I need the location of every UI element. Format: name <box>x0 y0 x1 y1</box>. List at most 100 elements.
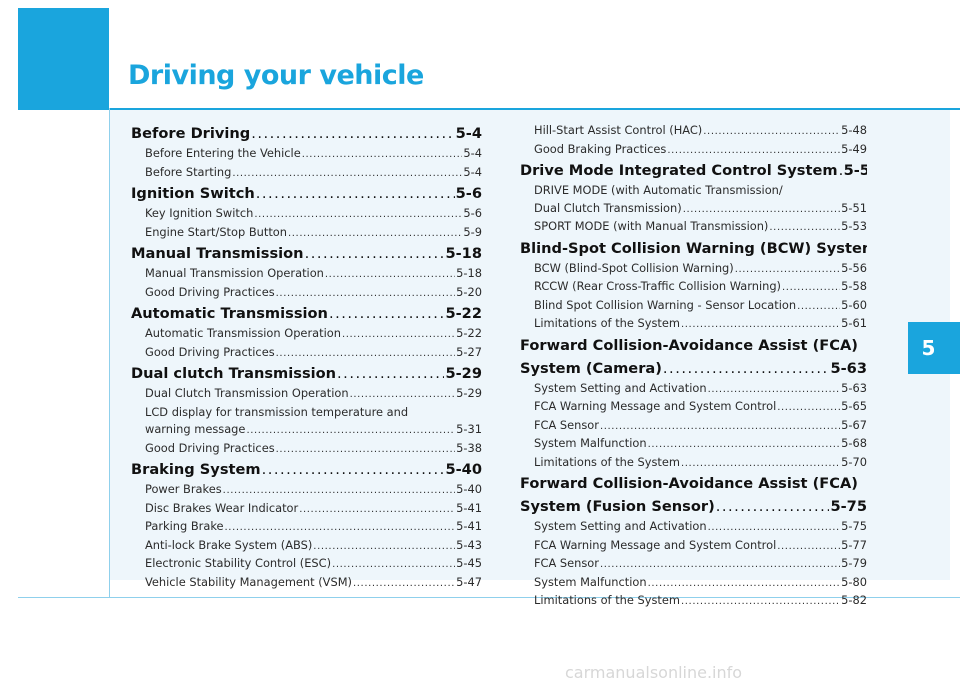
dot-leader <box>716 495 830 518</box>
dot-leader <box>782 279 840 297</box>
toc-entry[interactable]: FCA Warning Message and System Control 5-… <box>520 537 867 556</box>
toc-entry[interactable]: Hill-Start Assist Control (HAC) 5-48 <box>520 122 867 141</box>
toc-entry[interactable]: Good Driving Practices 5-20 <box>131 284 482 303</box>
toc-entry-title: Manual Transmission <box>131 245 304 262</box>
dot-leader <box>276 285 456 303</box>
toc-entry-title: Braking System <box>131 461 261 478</box>
toc-entry[interactable]: Power Brakes 5-40 <box>131 481 482 500</box>
toc-page-number: 5-41 <box>456 519 482 533</box>
toc-entry[interactable]: Vehicle Stability Management (VSM) 5-47 <box>131 574 482 593</box>
toc-page-number: 5-58 <box>841 279 867 293</box>
toc-entry[interactable]: Good Braking Practices 5-49 <box>520 141 867 160</box>
toc-heading[interactable]: Blind-Spot Collision Warning (BCW) Syste… <box>520 237 867 260</box>
margin-rule <box>109 108 110 598</box>
toc-entry[interactable]: SPORT MODE (with Manual Transmission) 5-5… <box>520 218 867 237</box>
toc-entry[interactable]: Manual Transmission Operation 5-18 <box>131 265 482 284</box>
toc-entry[interactable]: System Setting and Activation 5-63 <box>520 380 867 399</box>
toc-entry[interactable]: Electronic Stability Control (ESC) 5-45 <box>131 555 482 574</box>
dot-leader <box>663 357 830 380</box>
dot-leader <box>254 206 462 224</box>
toc-entry[interactable]: Dual Clutch Transmission Operation 5-29 <box>131 385 482 404</box>
toc-entry[interactable]: Limitations of the System 5-82 <box>520 592 867 611</box>
dot-leader <box>251 122 454 145</box>
toc-page-number: 5-79 <box>841 556 867 570</box>
toc-entry[interactable]: Engine Start/Stop Button 5-9 <box>131 224 482 243</box>
toc-entry[interactable]: Blind Spot Collision Warning - Sensor Lo… <box>520 297 867 316</box>
toc-entry-title: System Malfunction <box>534 574 647 589</box>
toc-entry[interactable]: Key Ignition Switch 5-6 <box>131 205 482 224</box>
dot-leader <box>232 165 462 183</box>
toc-heading[interactable]: Dual clutch Transmission 5-29 <box>131 362 482 385</box>
toc-entry[interactable]: Limitations of the System 5-61 <box>520 315 867 334</box>
dot-leader <box>708 381 841 399</box>
toc-page-number: 5-38 <box>456 440 482 455</box>
header-rule <box>18 108 960 110</box>
toc-page-number: 5-47 <box>456 574 482 589</box>
toc-entry[interactable]: FCA Sensor 5-79 <box>520 555 867 574</box>
toc-page-number: 5-51 <box>843 162 867 179</box>
dot-leader <box>648 436 841 454</box>
toc-entry[interactable]: System Malfunction 5-68 <box>520 435 867 454</box>
toc-entry-title: Before Driving <box>131 125 251 142</box>
toc-entry-title: Dual clutch Transmission <box>131 365 337 382</box>
toc-page-number: 5-9 <box>463 224 482 239</box>
toc-entry[interactable]: FCA Sensor 5-67 <box>520 417 867 436</box>
dot-leader <box>325 266 455 284</box>
toc-heading[interactable]: System (Camera) 5-63 <box>520 357 867 380</box>
dot-leader <box>225 519 456 537</box>
toc-entry[interactable]: FCA Warning Message and System Control 5-… <box>520 398 867 417</box>
toc-entry[interactable]: Before Starting 5-4 <box>131 164 482 183</box>
toc-heading[interactable]: Manual Transmission 5-18 <box>131 242 482 265</box>
toc-entry-title: Before Entering the Vehicle <box>145 146 301 160</box>
dot-leader <box>648 575 841 593</box>
toc-page-number: 5-4 <box>463 146 482 160</box>
page-title: Driving your vehicle <box>128 60 424 91</box>
dot-leader <box>777 538 840 556</box>
chapter-tab[interactable] <box>908 322 960 374</box>
toc-page-number: 5-63 <box>841 380 867 395</box>
toc-heading[interactable]: Ignition Switch 5-6 <box>131 182 482 205</box>
toc-entry[interactable]: Good Driving Practices 5-27 <box>131 344 482 363</box>
dot-leader <box>299 501 455 519</box>
dot-leader <box>332 556 455 574</box>
toc-entry[interactable]: RCCW (Rear Cross-Traffic Collision Warni… <box>520 278 867 297</box>
toc-entry[interactable]: warning message 5-31 <box>131 421 482 440</box>
dot-leader <box>350 386 456 404</box>
toc-heading[interactable]: Before Driving 5-4 <box>131 122 482 145</box>
toc-entry[interactable]: Good Driving Practices 5-38 <box>131 440 482 459</box>
toc-page-number: 5-6 <box>455 185 482 202</box>
toc-entry[interactable]: Anti-lock Brake System (ABS) 5-43 <box>131 537 482 556</box>
toc-entry[interactable]: System Setting and Activation 5-75 <box>520 518 867 537</box>
toc-entry-line: LCD display for transmission temperature… <box>145 404 409 419</box>
toc-page-number: 5-22 <box>456 326 482 340</box>
toc-entry[interactable]: Automatic Transmission Operation 5-22 <box>131 325 482 344</box>
toc-page-number: 5-60 <box>841 297 867 312</box>
toc-entry-title: Blind-Spot Collision Warning (BCW) Syste… <box>520 239 867 257</box>
toc-entry[interactable]: Dual Clutch Transmission) 5-51 <box>520 200 867 219</box>
toc-page-number: 5-40 <box>456 482 482 496</box>
toc-entry-title: Engine Start/Stop Button <box>145 224 287 239</box>
toc-heading[interactable]: Automatic Transmission 5-22 <box>131 302 482 325</box>
toc-heading[interactable]: Braking System 5-40 <box>131 458 482 481</box>
dot-leader <box>839 159 843 182</box>
dot-leader <box>735 261 840 279</box>
toc-page-number: 5-75 <box>841 519 867 533</box>
toc-heading[interactable]: Drive Mode Integrated Control System 5-51 <box>520 159 867 182</box>
toc-page-number: 5-68 <box>841 436 867 450</box>
dot-leader <box>256 182 455 205</box>
footer-rule <box>18 597 960 598</box>
toc-page-number: 5-70 <box>841 454 867 469</box>
toc-entry[interactable]: Before Entering the Vehicle 5-4 <box>131 145 482 164</box>
toc-page-number: 5-63 <box>830 359 867 377</box>
toc-entry[interactable]: System Malfunction 5-80 <box>520 574 867 593</box>
toc-page-number: 5-82 <box>841 593 867 607</box>
toc-entry[interactable]: BCW (Blind-Spot Collision Warning) 5-56 <box>520 260 867 279</box>
toc-entry[interactable]: Limitations of the System 5-70 <box>520 454 867 473</box>
toc-entry[interactable]: Disc Brakes Wear Indicator 5-41 <box>131 500 482 519</box>
dot-leader <box>797 298 840 316</box>
toc-heading[interactable]: System (Fusion Sensor) 5-75 <box>520 495 867 518</box>
toc-entry[interactable]: Parking Brake 5-41 <box>131 518 482 537</box>
toc-page-number: 5-27 <box>456 344 482 359</box>
toc-entry-title: System Setting and Activation <box>534 519 707 533</box>
toc-entry-title: FCA Sensor <box>534 417 599 432</box>
